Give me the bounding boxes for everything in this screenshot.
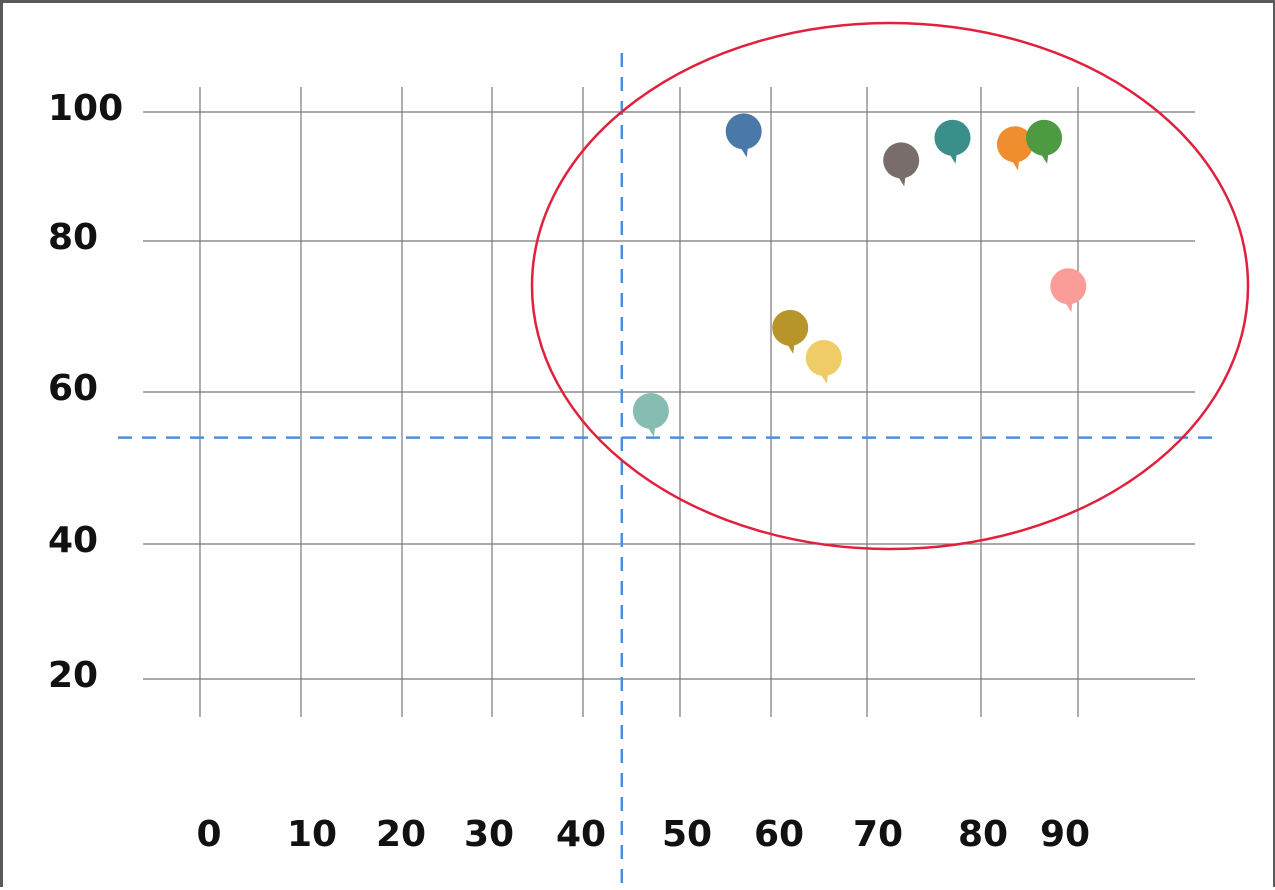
data-point <box>725 113 762 158</box>
data-point-marker <box>883 142 920 179</box>
data-points <box>632 113 1087 437</box>
highlight-ellipse <box>530 21 1250 551</box>
data-point <box>1050 268 1087 313</box>
y-tick-label: 80 <box>48 217 98 258</box>
data-point-marker <box>632 393 669 429</box>
data-point <box>632 393 669 437</box>
data-point-marker <box>1026 119 1063 156</box>
x-tick-label: 70 <box>853 814 903 855</box>
data-point-marker <box>1050 268 1087 305</box>
data-point <box>883 142 920 187</box>
data-point-marker <box>934 119 971 156</box>
x-tick-label: 50 <box>662 814 712 855</box>
data-point <box>1026 119 1063 164</box>
annotations <box>530 21 1250 551</box>
scatter-chart: 100 80 60 40 20 0 10 20 30 40 50 60 70 80 90 <box>48 21 1250 890</box>
data-point <box>996 126 1033 171</box>
x-tick-label: 40 <box>556 814 606 855</box>
x-tick-label: 30 <box>464 814 514 855</box>
data-point <box>805 340 842 385</box>
x-tick-label: 80 <box>958 814 1008 855</box>
y-tick-label: 60 <box>48 368 98 409</box>
x-tick-label: 0 <box>196 814 221 855</box>
data-point <box>772 309 809 354</box>
x-axis-ticks: 0 10 20 30 40 50 60 70 80 90 <box>196 814 1090 855</box>
grid <box>143 87 1195 717</box>
y-tick-label: 100 <box>48 88 123 129</box>
x-tick-label: 20 <box>376 814 426 855</box>
data-point-marker <box>772 309 809 346</box>
x-tick-label: 60 <box>754 814 804 855</box>
data-point <box>934 119 971 164</box>
y-tick-label: 40 <box>48 520 98 561</box>
data-point-marker <box>996 126 1033 163</box>
data-point-marker <box>725 113 762 150</box>
x-tick-label: 10 <box>287 814 337 855</box>
reference-lines <box>118 53 1221 890</box>
x-tick-label: 90 <box>1040 814 1090 855</box>
y-tick-label: 20 <box>48 655 98 696</box>
y-axis-ticks: 100 80 60 40 20 <box>48 88 123 696</box>
data-point-marker <box>805 340 842 377</box>
